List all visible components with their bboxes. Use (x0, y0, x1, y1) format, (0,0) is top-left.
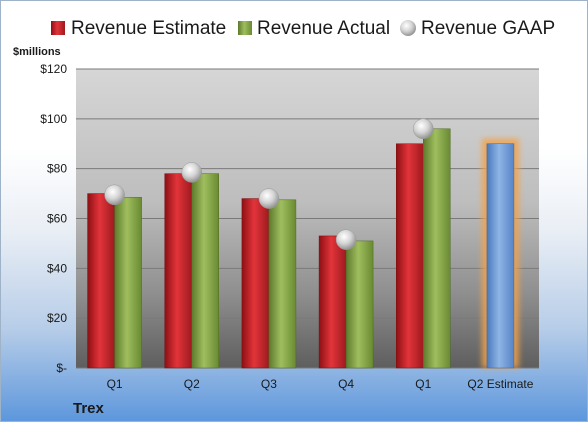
legend-marker-gaap (400, 20, 416, 36)
x-tick-label: Q3 (261, 377, 277, 391)
y-tick-label: $120 (40, 62, 67, 76)
marker-revenue-gaap (413, 118, 434, 140)
legend-swatch-actual (238, 21, 252, 35)
bar-revenue-actual (268, 199, 297, 369)
x-tick-label: Q2 (184, 377, 200, 391)
y-tick-label: $- (56, 361, 67, 375)
bar-revenue-estimate (164, 173, 192, 369)
legend-label-estimate: Revenue Estimate (71, 18, 226, 39)
bar-revenue-actual (191, 173, 219, 369)
marker-revenue-gaap (104, 184, 125, 206)
legend-swatch-estimate (51, 21, 65, 35)
legend-item-revenue-gaap: Revenue GAAP (400, 18, 555, 39)
y-tick-label: $40 (47, 261, 67, 275)
marker-revenue-gaap (258, 188, 280, 209)
y-tick-label: $60 (47, 212, 67, 226)
bar-revenue-actual (114, 197, 142, 369)
x-tick-label: Q4 (338, 377, 354, 391)
bars (87, 128, 519, 369)
marker-revenue-gaap (335, 229, 357, 250)
bar-revenue-actual (345, 240, 374, 369)
x-tick-label: Q2 Estimate (467, 377, 533, 391)
legend-item-revenue-actual: Revenue Actual (238, 18, 390, 39)
bar-revenue-estimate-upcoming (486, 143, 515, 369)
legend-item-revenue-estimate: Revenue Estimate (51, 18, 226, 39)
legend-label-actual: Revenue Actual (257, 18, 390, 39)
y-tick-label: $100 (40, 112, 67, 126)
legend-label-gaap: Revenue GAAP (421, 18, 555, 39)
y-axis-ticks: $- $20 $40 $60 $80 $100 $120 (40, 62, 67, 375)
y-tick-label: $80 (47, 162, 67, 176)
bar-revenue-estimate (396, 143, 424, 369)
bar-revenue-estimate (318, 235, 347, 369)
y-tick-label: $20 (47, 311, 67, 325)
bar-revenue-estimate (241, 198, 270, 369)
bar-revenue-actual (423, 128, 451, 369)
bar-revenue-estimate (87, 193, 115, 369)
gaap-markers (104, 118, 434, 250)
gridlines (76, 68, 539, 369)
legend: Revenue Estimate Revenue Actual Revenue … (51, 18, 555, 39)
x-tick-label: Q1 (107, 377, 123, 391)
y-axis-unit-label: $millions (13, 46, 61, 58)
marker-revenue-gaap (181, 162, 202, 183)
x-tick-label: Q1 (415, 377, 431, 391)
company-label: Trex (73, 400, 105, 417)
x-axis-ticks: Q1 Q2 Q3 Q4 Q1 Q2 Estimate (107, 377, 534, 391)
